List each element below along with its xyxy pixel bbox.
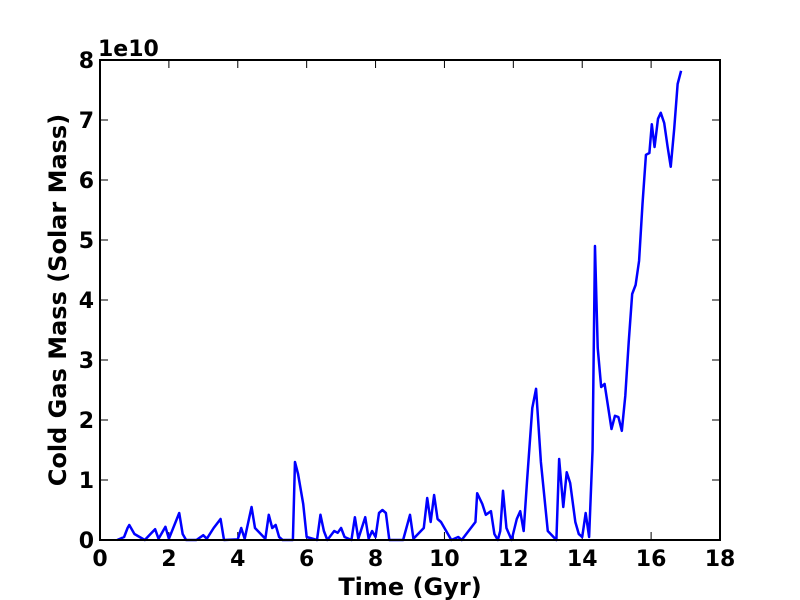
x-axis-label: Time (Gyr) <box>338 573 481 600</box>
y-tick-label: 5 <box>79 229 94 254</box>
y-offset-label: 1e10 <box>98 37 159 62</box>
y-axis-label: Cold Gas Mass (Solar Mass) <box>44 114 72 486</box>
x-tick-label: 18 <box>705 547 736 572</box>
y-tick-label: 4 <box>79 289 94 314</box>
x-tick-label: 4 <box>230 547 245 572</box>
x-tick-label: 14 <box>567 547 598 572</box>
x-tick-label: 12 <box>498 547 529 572</box>
y-tick-label: 8 <box>79 49 94 74</box>
y-tick-label: 1 <box>79 469 94 494</box>
x-tick-label: 6 <box>299 547 314 572</box>
y-tick-label: 6 <box>79 169 94 194</box>
y-tick-label: 2 <box>79 409 94 434</box>
x-tick-label: 2 <box>161 547 176 572</box>
y-tick-label: 3 <box>79 349 94 374</box>
x-tick-label: 0 <box>92 547 107 572</box>
x-tick-label: 10 <box>429 547 460 572</box>
x-tick-label: 8 <box>368 547 383 572</box>
x-tick-label: 16 <box>636 547 667 572</box>
plot-frame <box>99 59 721 541</box>
y-tick-label: 7 <box>79 109 94 134</box>
y-tick-label: 0 <box>79 529 94 554</box>
data-line <box>116 70 683 542</box>
